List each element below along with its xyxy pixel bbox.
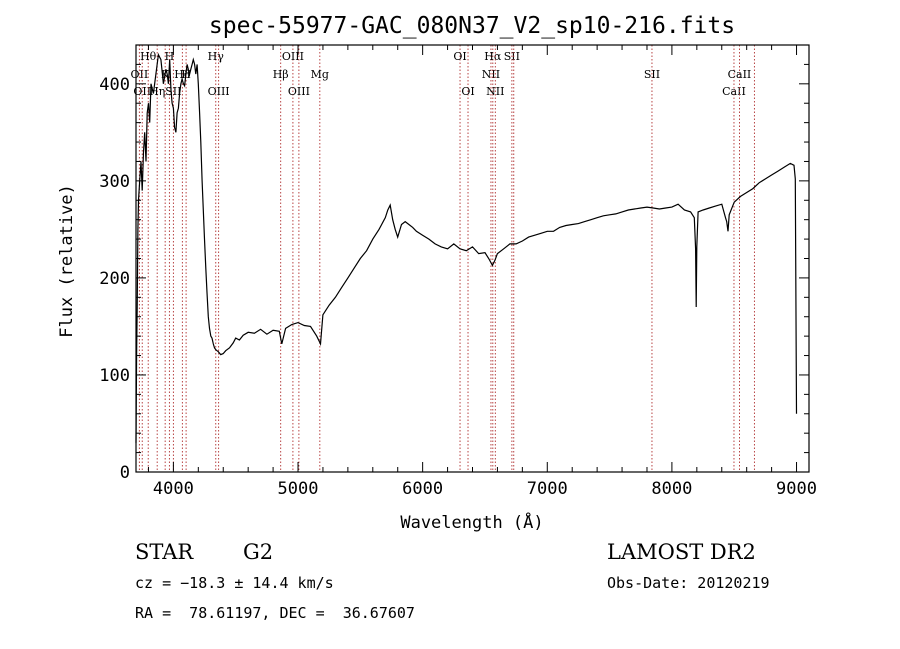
spectral-line-label: H	[165, 50, 175, 63]
spectrum-line	[135, 52, 798, 443]
x-tick-label: 5000	[278, 479, 319, 499]
y-tick-label: 100	[99, 366, 130, 386]
spectral-line-label: Hη	[149, 85, 165, 98]
x-axis-label: Wavelength (Å)	[400, 511, 543, 533]
x-tick-label: 9000	[776, 479, 817, 499]
spectral-line-label: CaII	[728, 68, 752, 81]
spectral-line-label: Hγ	[208, 50, 225, 63]
spectral-line-label: OIII	[282, 50, 304, 63]
spectral-line-label: NII	[482, 68, 500, 81]
spectral-line-label: SII	[644, 68, 660, 81]
chart-title: spec-55977-GAC_080N37_V2_sp10-216.fits	[209, 13, 735, 39]
x-tick-label: 8000	[651, 479, 692, 499]
redshift-cz: cz = −18.3 ± 14.4 km/s	[135, 574, 334, 592]
coordinates: RA = 78.61197, DEC = 36.67607	[135, 604, 415, 622]
spectral-line-label: Hβ	[273, 68, 289, 81]
spectral-line-label: OII	[133, 85, 151, 98]
spectral-line-label: SII	[504, 50, 520, 63]
y-tick-label: 0	[120, 463, 130, 483]
spectral-line-label: NII	[486, 85, 504, 98]
spectral-line-label: Hθ	[140, 50, 157, 63]
spectral-line-label: OII	[131, 68, 149, 81]
spectral-line-label: OIII	[208, 85, 230, 98]
spectral-line-label: OI	[453, 50, 466, 63]
y-tick-label: 200	[99, 269, 130, 289]
spectral-line-label: SII	[165, 85, 181, 98]
plot-frame	[135, 44, 810, 473]
spectral-line-label: OIII	[288, 85, 310, 98]
y-tick-label: 300	[99, 172, 130, 192]
object-subclass: G2	[243, 540, 274, 564]
spectral-line-label: OI	[461, 85, 474, 98]
axis-ticks-layer: 4000 5000 6000 7000 8000 9000 0 100 200 300 400	[99, 45, 817, 499]
x-tick-label: 6000	[402, 479, 443, 499]
x-tick-label: 7000	[527, 479, 568, 499]
spectral-line-label: Mg	[311, 68, 329, 81]
spectral-lines-layer: OIIOIIHθHηKHSIIHδHHγOIIIHβOIIIOIIIMgOIOI…	[131, 45, 755, 472]
x-tick-label: 4000	[153, 479, 194, 499]
object-class: STAR	[135, 540, 194, 564]
y-axis-label: Flux (relative)	[57, 184, 77, 338]
observation-date: Obs-Date: 20120219	[607, 574, 770, 592]
spectral-line-label: Hα	[484, 50, 502, 63]
spectral-line-label: CaII	[722, 85, 746, 98]
survey-name: LAMOST DR2	[607, 540, 756, 564]
y-tick-label: 400	[99, 75, 130, 95]
